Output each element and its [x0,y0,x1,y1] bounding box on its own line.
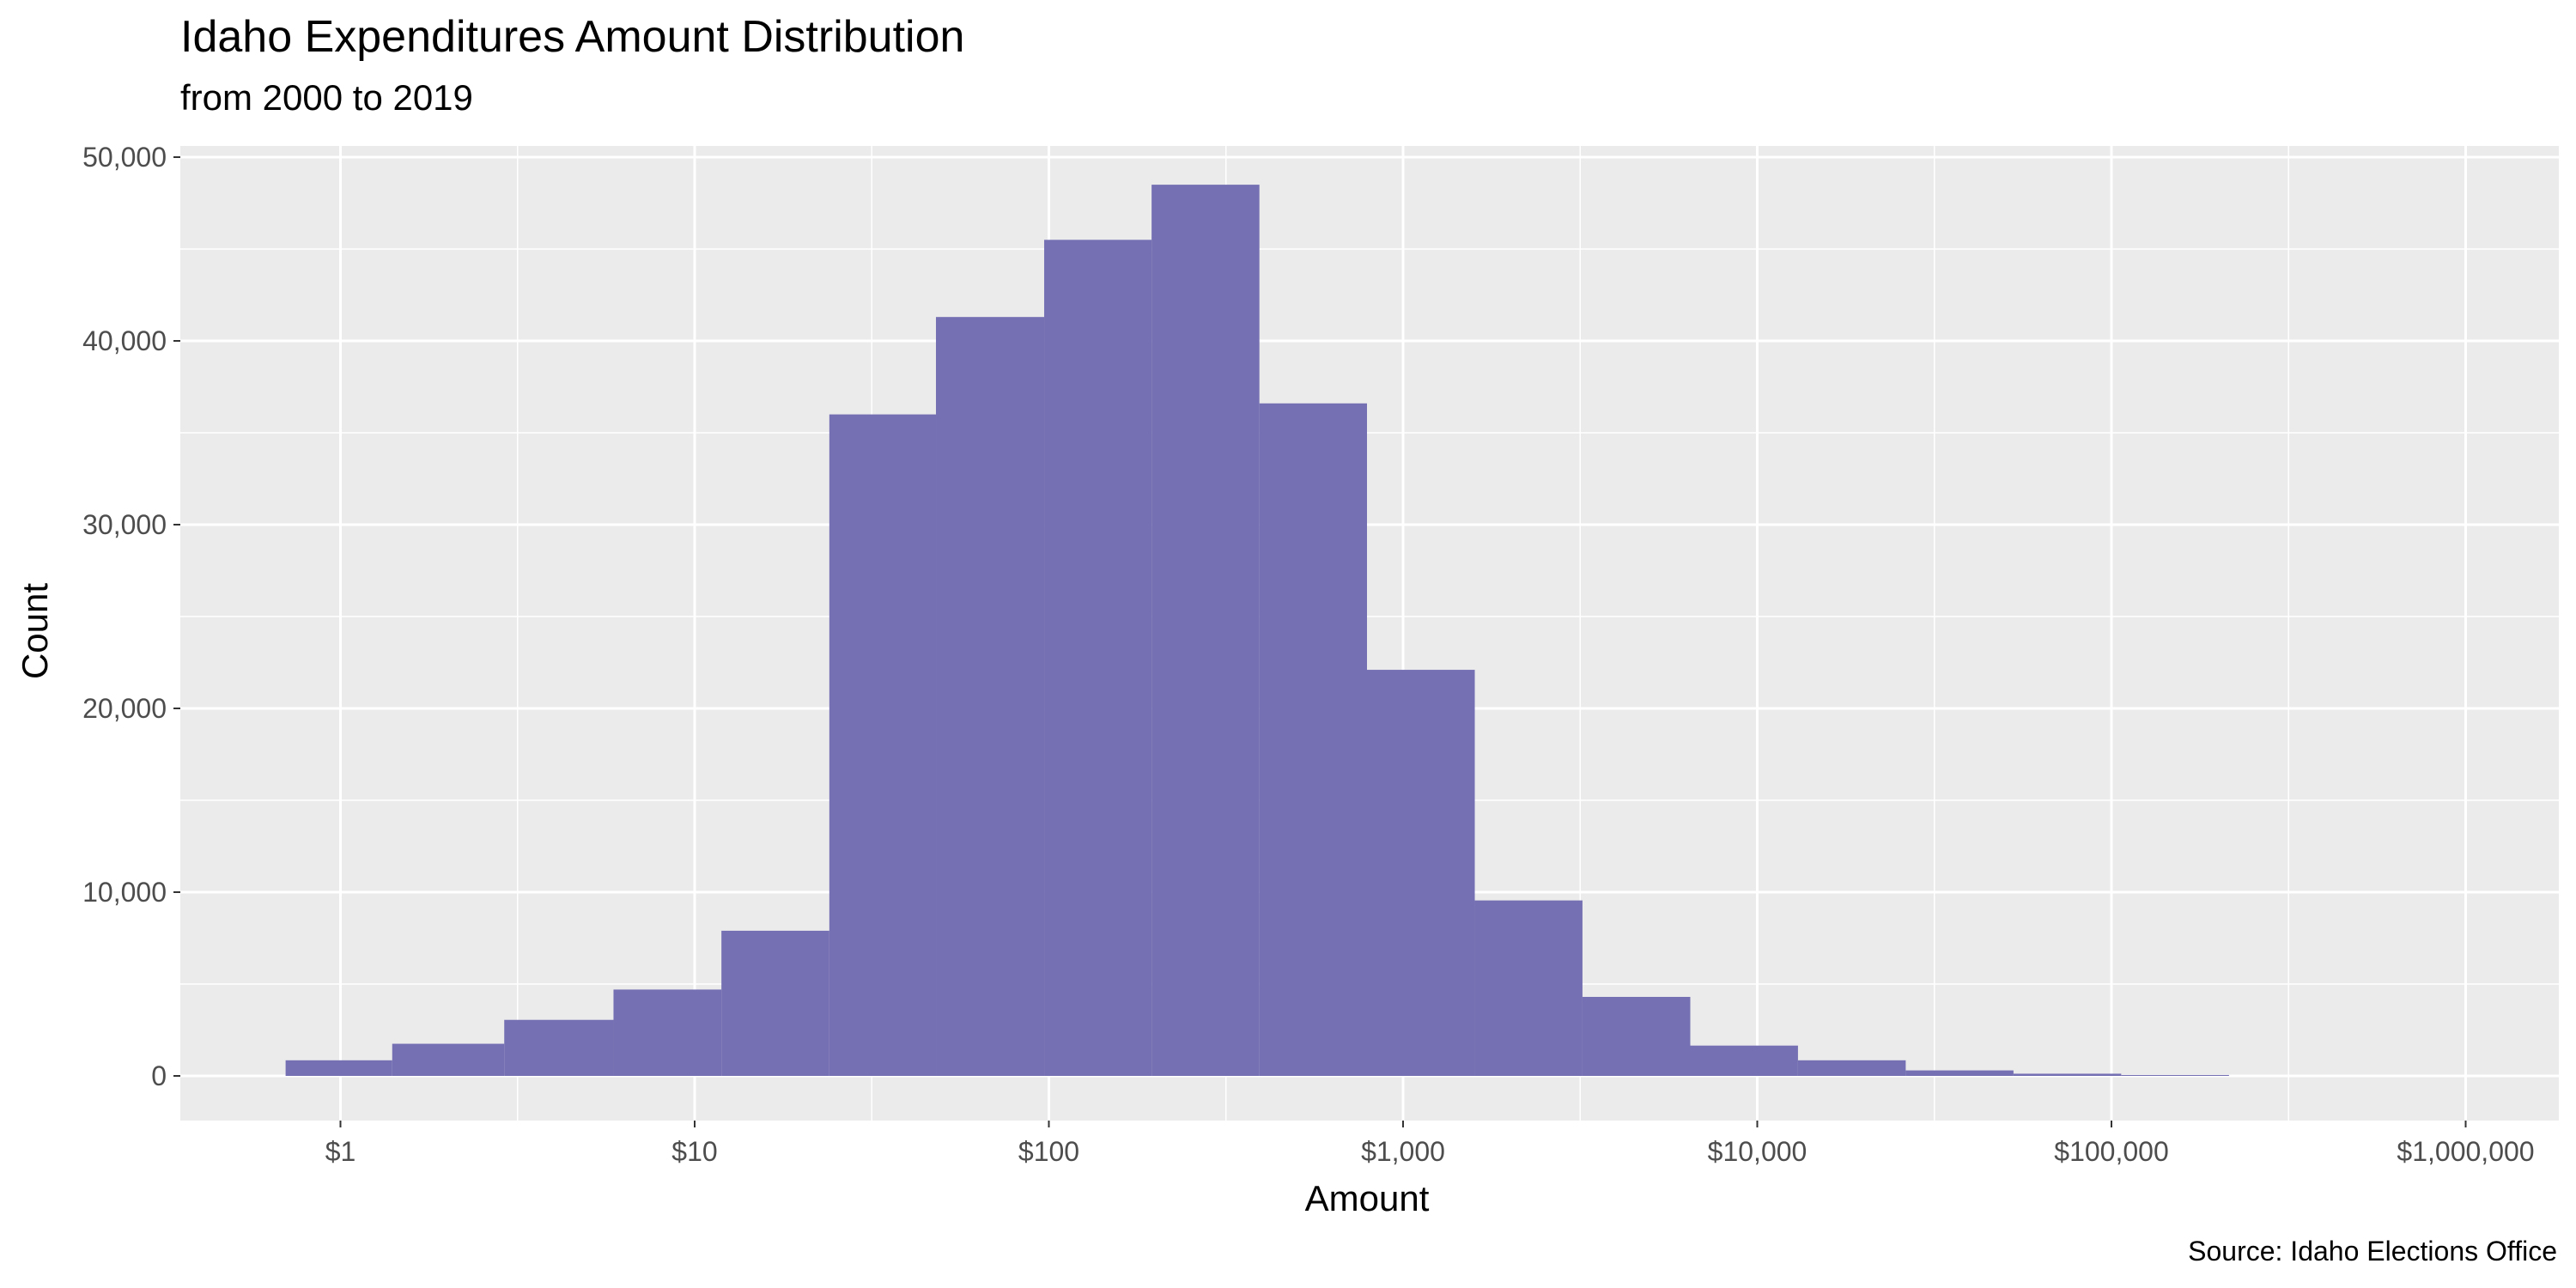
histogram-bar [1474,900,1583,1076]
histogram-bar [2121,1074,2229,1076]
histogram-bar [285,1060,392,1076]
histogram-bar [392,1043,505,1076]
histogram-bar [504,1019,614,1076]
y-tick-label: 40,000 [82,325,167,356]
x-tick-label: $1 [325,1136,356,1167]
histogram-bar [721,930,829,1076]
y-tick-label: 50,000 [82,142,167,173]
histogram-bar [2013,1073,2122,1076]
x-tick-label: $1,000 [1361,1136,1445,1167]
histogram-bar [1366,670,1475,1076]
x-axis-title: Amount [1305,1178,1430,1218]
y-tick-label: 10,000 [82,877,167,908]
y-axis: 0 10,000 20,000 30,000 40,000 50,000 [82,142,180,1091]
y-tick-label: 30,000 [82,509,167,540]
chart-title: Idaho Expenditures Amount Distribution [180,12,964,62]
histogram-bar [936,317,1045,1076]
x-tick-label: $10 [671,1136,717,1167]
histogram-bar [1044,240,1152,1076]
x-tick-label: $100 [1018,1136,1079,1167]
x-axis: $1 $10 $100 $1,000 $10,000 $100,000 $1,000,000 [325,1121,2535,1167]
chart-subtitle: from 2000 to 2019 [180,77,473,118]
histogram-bar [1582,996,1691,1076]
source-caption: Source: Idaho Elections Office [2188,1236,2557,1267]
x-tick-label: $10,000 [1708,1136,1807,1167]
histogram-bars [285,185,2229,1077]
histogram-bar [1797,1060,1906,1076]
histogram-bar [1905,1070,2014,1076]
histogram-bar [613,989,722,1076]
y-axis-title: Count [15,583,55,679]
histogram-bar [829,414,937,1077]
histogram-bar [1690,1045,1798,1076]
y-tick-label: 20,000 [82,693,167,724]
x-tick-label: $100,000 [2054,1136,2168,1167]
y-tick-label: 0 [151,1060,167,1091]
histogram-bar [1259,403,1367,1076]
x-tick-label: $1,000,000 [2397,1136,2534,1167]
histogram-bar [1151,185,1260,1077]
